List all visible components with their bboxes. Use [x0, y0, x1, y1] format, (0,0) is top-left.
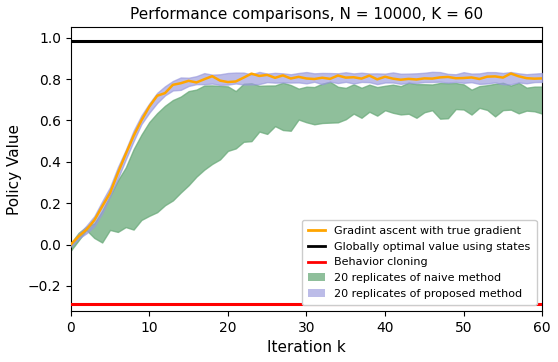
- X-axis label: Iteration k: Iteration k: [267, 340, 346, 355]
- Y-axis label: Policy Value: Policy Value: [7, 123, 22, 215]
- Legend: Gradint ascent with true gradient, Globally optimal value using states, Behavior: Gradint ascent with true gradient, Globa…: [301, 220, 537, 305]
- Title: Performance comparisons, N = 10000, K = 60: Performance comparisons, N = 10000, K = …: [130, 7, 483, 22]
